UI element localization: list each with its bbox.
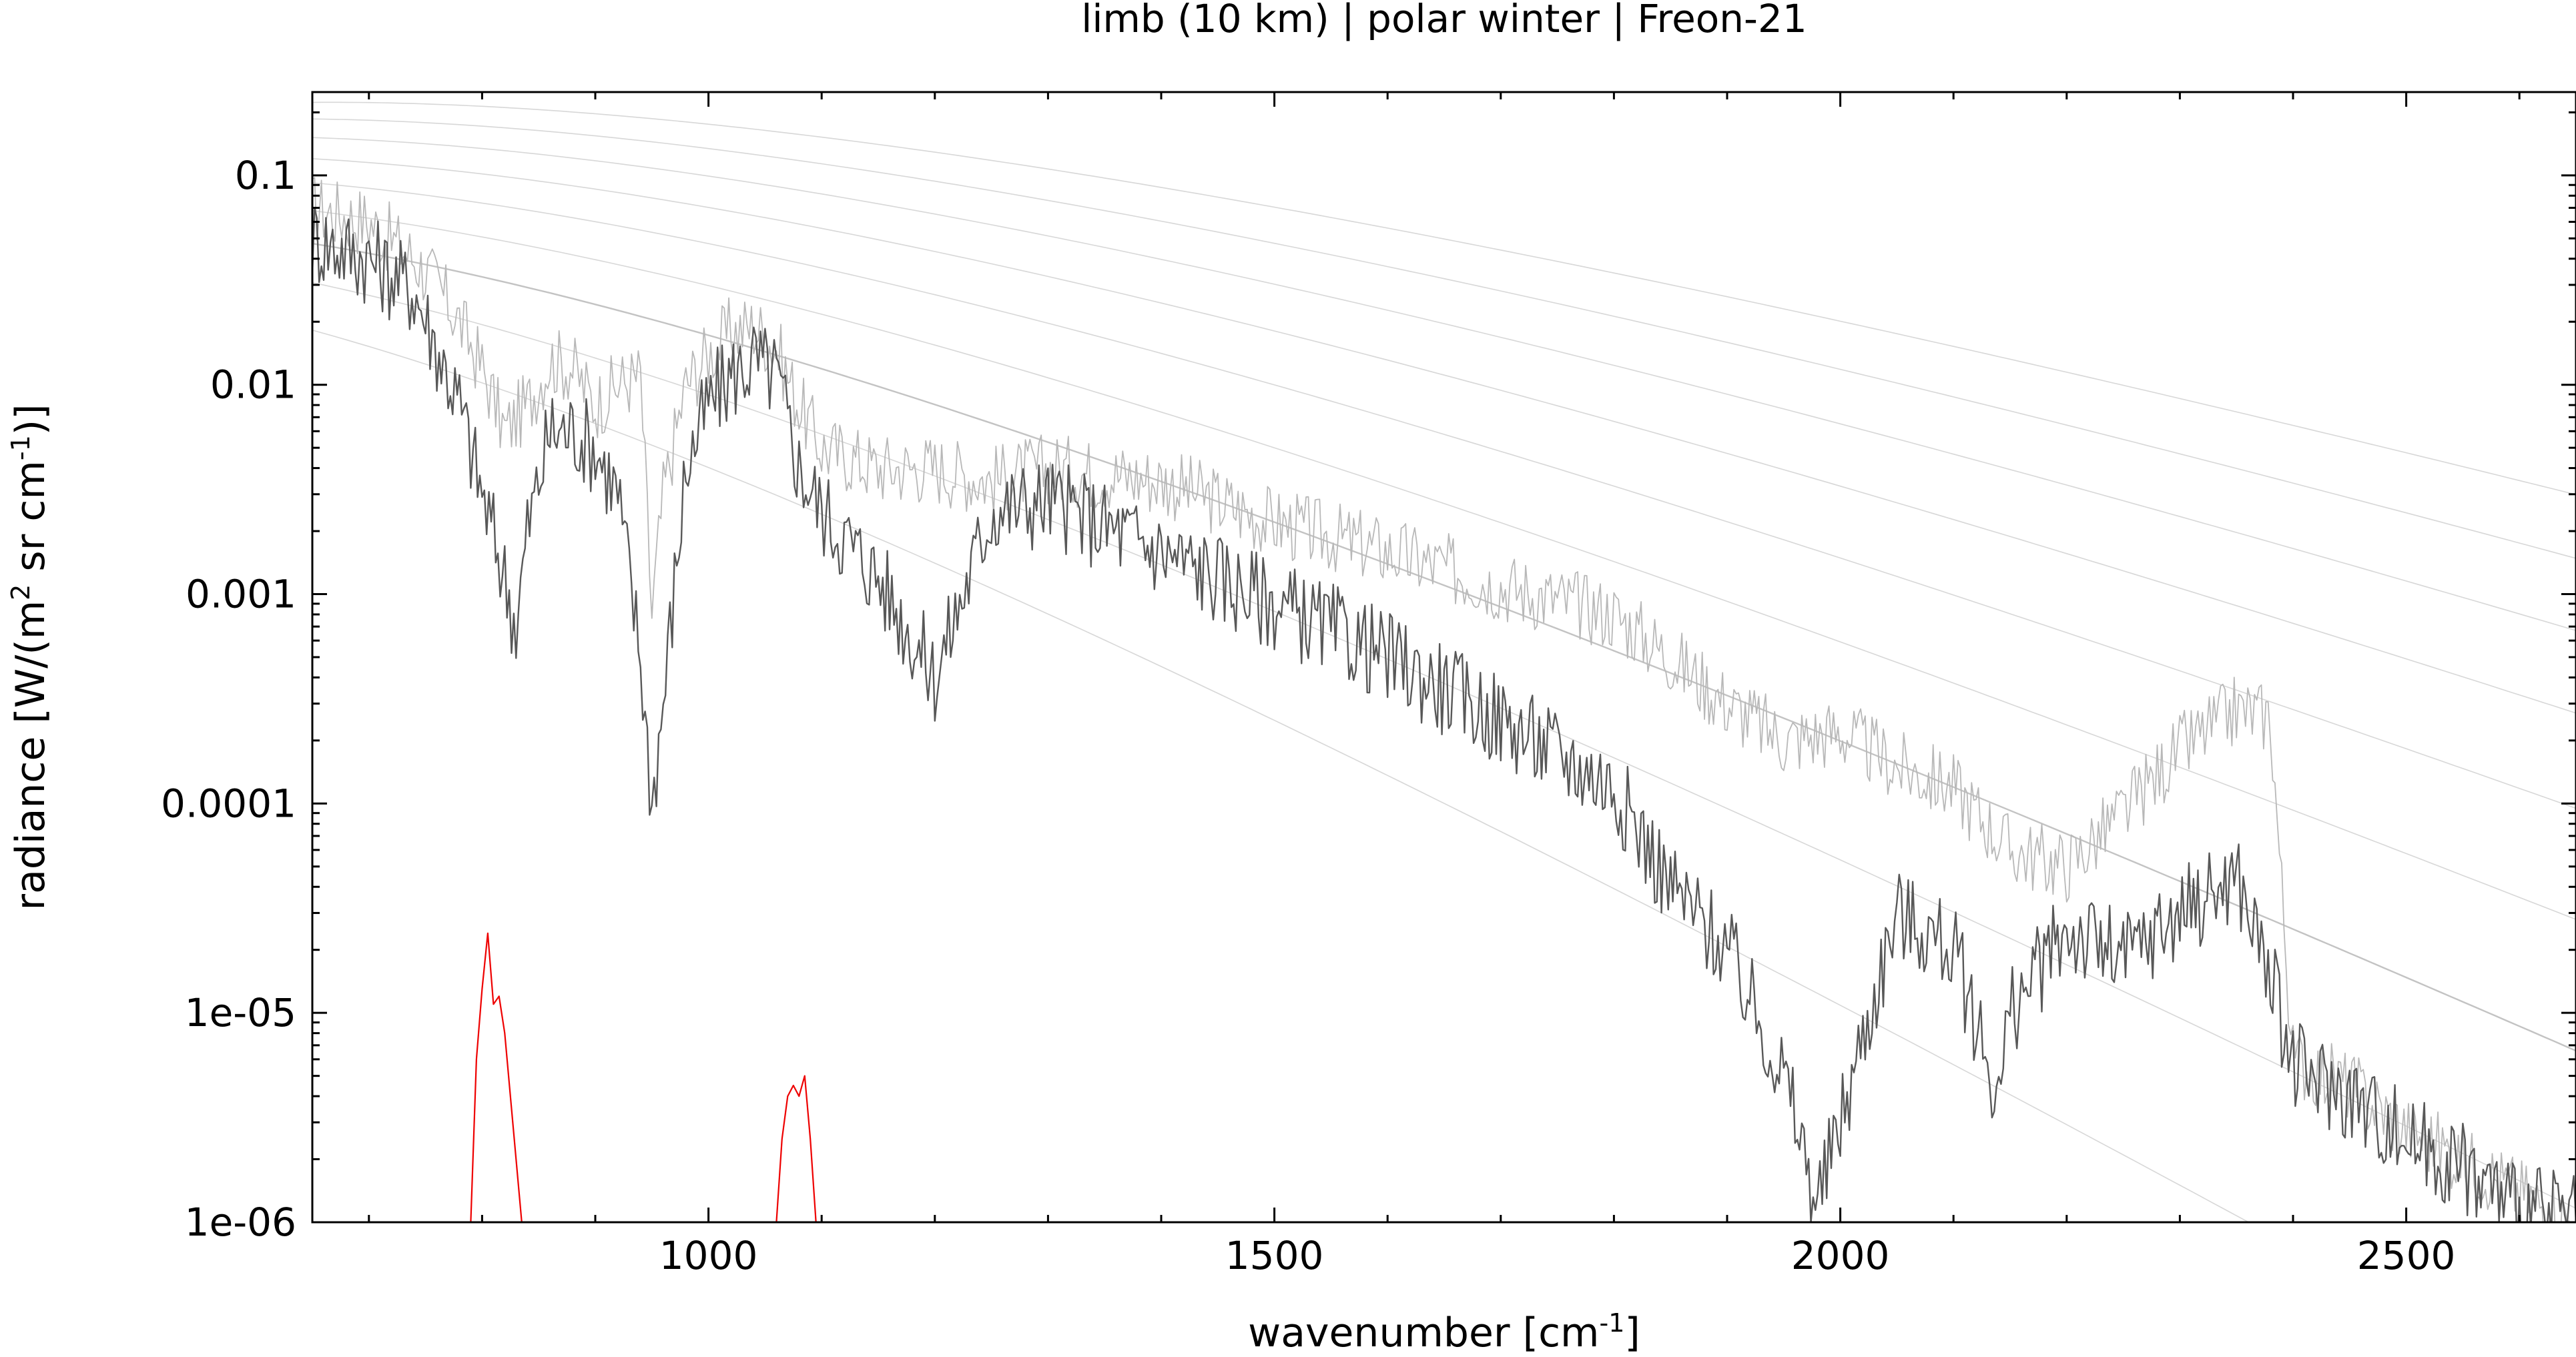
x-axis: 1000 1500 2000 2500 bbox=[368, 92, 2521, 1278]
y-axis-label: radiance [W/(m2 sr cm-1)] bbox=[6, 404, 54, 910]
series-0-line bbox=[312, 177, 2576, 1222]
y-axis: 0.1 0.01 0.001 0.0001 1e-05 1e-06 bbox=[161, 111, 2576, 1245]
y-tick-label-0.01: 0.01 bbox=[210, 362, 296, 408]
planck-curve-220K bbox=[312, 242, 2576, 1052]
planck-curve-280K bbox=[312, 158, 2576, 714]
planck-curve-200K bbox=[312, 282, 2576, 1209]
planck-curve-180K bbox=[312, 330, 2250, 1222]
plot-frame bbox=[311, 91, 2576, 1224]
planck-curves bbox=[312, 101, 2576, 1222]
planck-curve-300K bbox=[312, 137, 2576, 631]
x-tick-label-1500: 1500 bbox=[1225, 1233, 1324, 1278]
planck-curve-240K bbox=[312, 210, 2576, 920]
y-tick-label-0.1: 0.1 bbox=[235, 153, 296, 198]
x-tick-label-2000: 2000 bbox=[1791, 1233, 1890, 1278]
y-tick-label-0.001: 0.001 bbox=[186, 572, 296, 617]
planck-curve-260K bbox=[312, 182, 2576, 809]
series-2-segment-0-line bbox=[470, 932, 523, 1222]
spectrum-series bbox=[312, 177, 2576, 1222]
plot-area bbox=[312, 101, 2576, 1222]
x-axis-label: wavenumber [cm-1] bbox=[1248, 1308, 1640, 1356]
y-tick-label-1e-06: 1e-06 bbox=[185, 1200, 296, 1245]
y-tick-label-0.0001: 0.0001 bbox=[161, 781, 296, 826]
x-tick-label-1000: 1000 bbox=[659, 1233, 758, 1278]
series-2-segment-1-line bbox=[775, 1075, 817, 1222]
planck-curve-320K bbox=[312, 118, 2576, 559]
chart-title: limb (10 km) | polar winter | Freon-21 bbox=[1081, 0, 1807, 41]
x-tick-label-2500: 2500 bbox=[2357, 1233, 2456, 1278]
planck-curve-340K bbox=[312, 101, 2576, 496]
series-1-line bbox=[312, 207, 2576, 1222]
y-tick-label-1e-05: 1e-05 bbox=[185, 990, 296, 1035]
